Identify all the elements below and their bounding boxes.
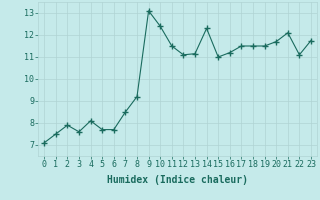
X-axis label: Humidex (Indice chaleur): Humidex (Indice chaleur)	[107, 175, 248, 185]
